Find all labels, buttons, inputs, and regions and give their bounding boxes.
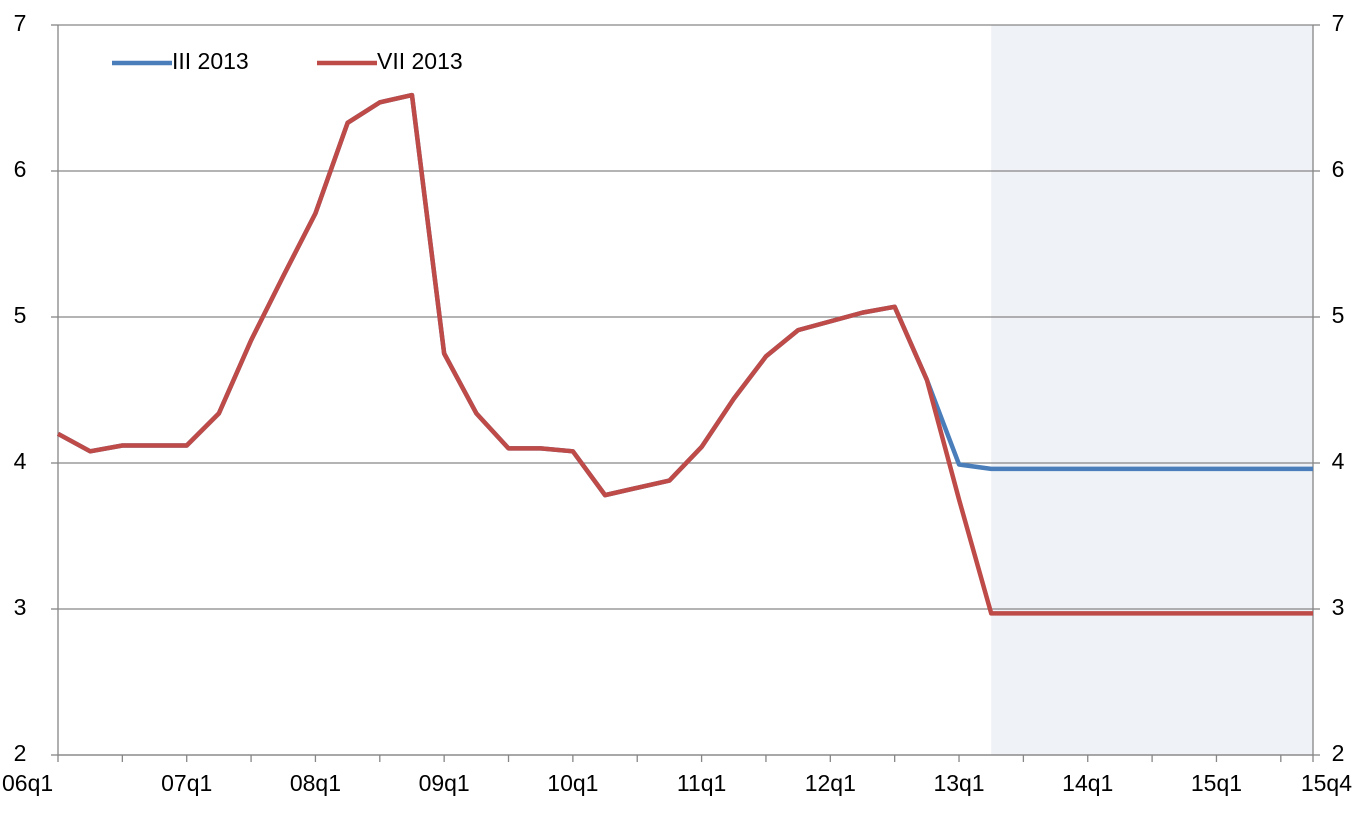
legend-label: III 2013 xyxy=(172,48,249,74)
y-tick-label: 5 xyxy=(14,302,27,328)
x-tick-label: 10q1 xyxy=(547,770,598,796)
y-tick-label: 4 xyxy=(14,448,27,474)
forecast-shade xyxy=(991,25,1313,755)
y2-tick-label: 5 xyxy=(1332,302,1345,328)
x-tick-label: 13q1 xyxy=(933,770,984,796)
y2-tick-label: 6 xyxy=(1332,156,1345,182)
y2-tick-label: 7 xyxy=(1332,10,1345,36)
x-tick-label: 08q1 xyxy=(290,770,341,796)
y-tick-label: 7 xyxy=(14,10,27,36)
x-tick-label: 11q1 xyxy=(677,770,726,796)
x-tick-label: 06q1 xyxy=(2,770,53,796)
x-tick-label: 07q1 xyxy=(161,770,212,796)
y2-tick-label: 2 xyxy=(1332,740,1345,766)
x-tick-label: 12q1 xyxy=(805,770,856,796)
y2-tick-label: 4 xyxy=(1332,448,1345,474)
x-tick-label: 15q4 xyxy=(1301,770,1352,796)
x-tick-label: 15q1 xyxy=(1191,770,1242,796)
y2-tick-label: 3 xyxy=(1332,594,1345,620)
series-line xyxy=(56,92,1313,616)
y-tick-label: 6 xyxy=(14,156,27,182)
x-tick-label: 14q1 xyxy=(1062,770,1113,796)
y-tick-label: 2 xyxy=(14,740,27,766)
y-tick-label: 3 xyxy=(14,594,27,620)
legend-label: VII 2013 xyxy=(377,48,463,74)
x-tick-label: 09q1 xyxy=(419,770,470,796)
